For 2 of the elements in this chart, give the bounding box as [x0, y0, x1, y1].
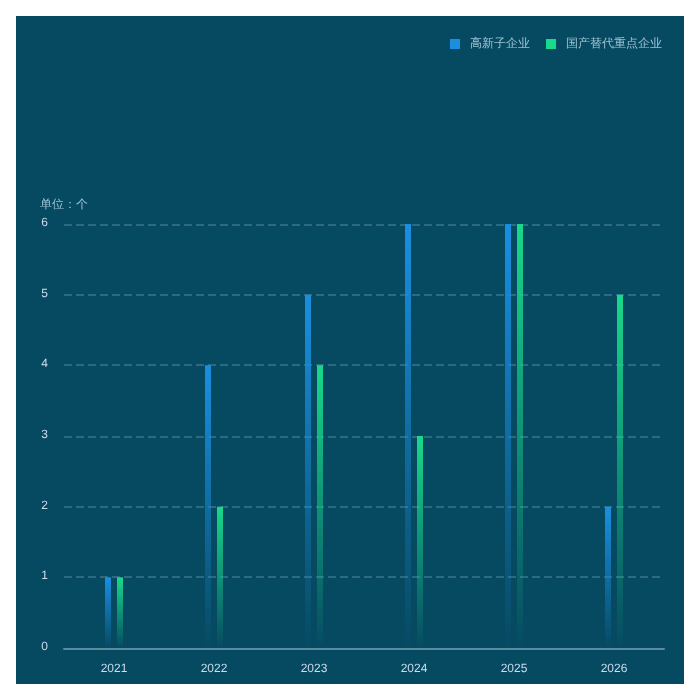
- bar: [105, 577, 111, 648]
- bar: [117, 577, 123, 648]
